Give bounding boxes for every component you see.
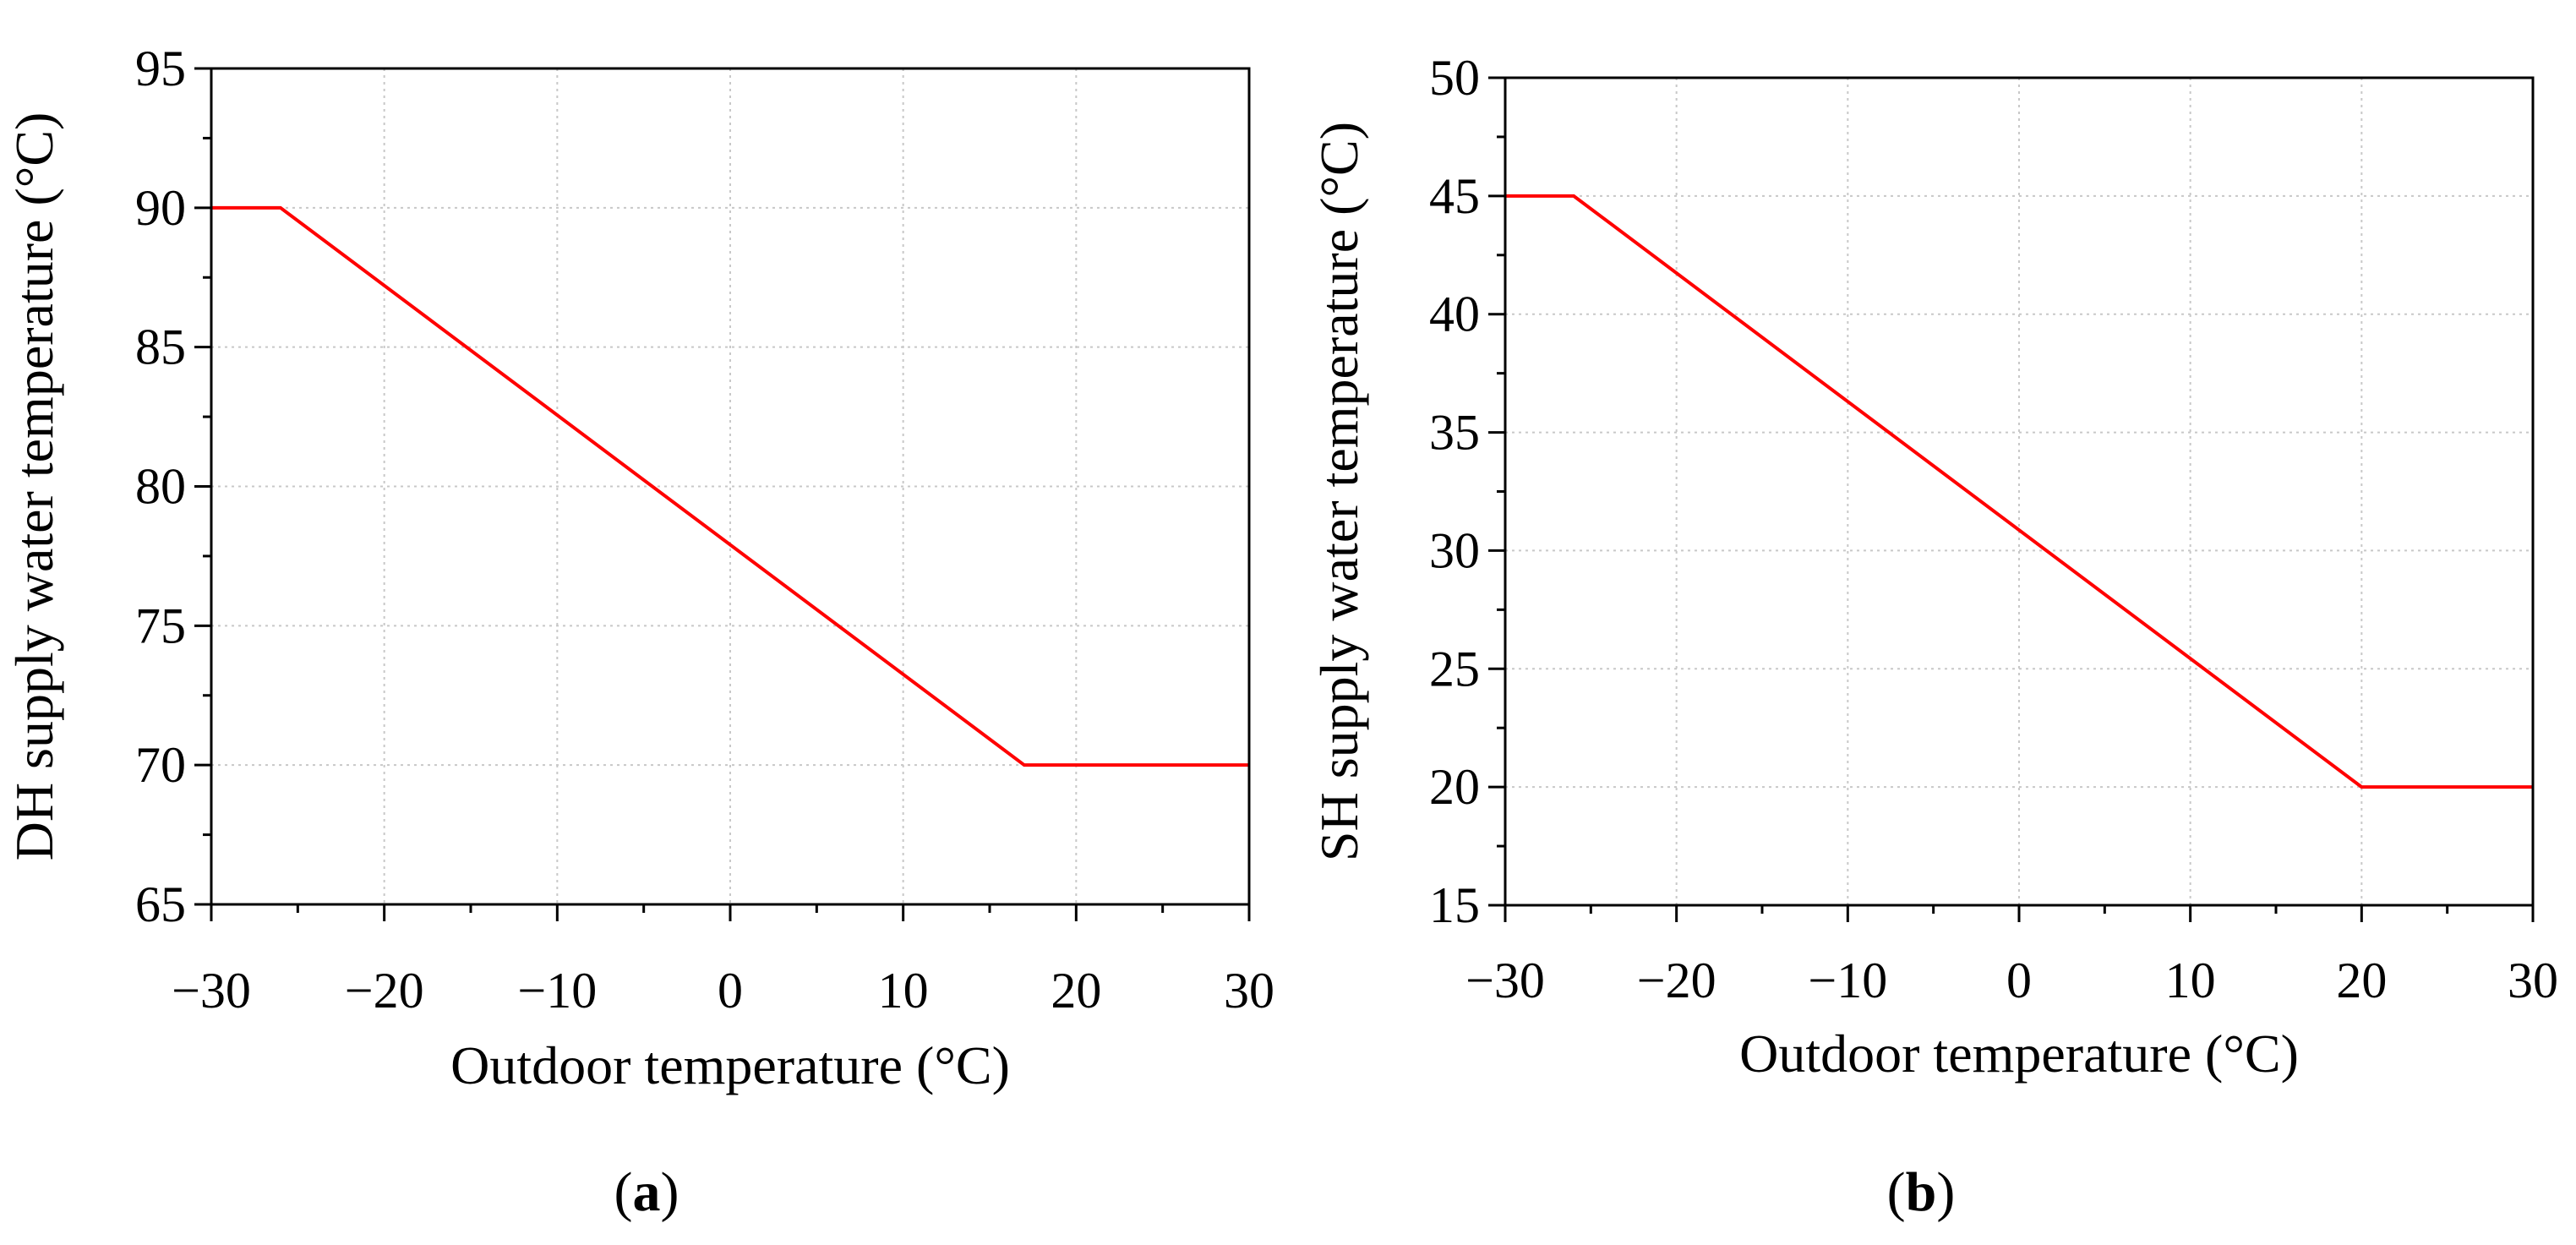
- panel-label-letter: a: [633, 1161, 661, 1223]
- x-tick-label: 10: [878, 963, 929, 1018]
- x-tick-label: 30: [1224, 963, 1274, 1018]
- x-tick-label: −20: [345, 963, 424, 1018]
- y-tick-label: 45: [1429, 168, 1480, 224]
- y-axis-title: SH supply water temperature (°C): [1309, 122, 1369, 861]
- y-tick-label: 90: [135, 180, 186, 236]
- panel-label-open: (: [1887, 1161, 1906, 1223]
- plot-frame: [1504, 76, 2535, 907]
- panel-label: (a): [614, 1161, 679, 1223]
- panel-label: (b): [1887, 1161, 1956, 1223]
- x-tick-label: −10: [517, 963, 597, 1018]
- chart-panel-b: −30 −20 −10 0 10 20 30 15 20 25 30 35 40 45 50 Outdoor …: [1309, 50, 2558, 1223]
- x-tick-label: 20: [1051, 963, 1101, 1018]
- plot-frame: [210, 67, 1251, 906]
- x-tick-label: −10: [1808, 953, 1887, 1008]
- x-tick-label: −30: [1465, 953, 1545, 1008]
- y-tick-label: 40: [1429, 287, 1480, 342]
- x-tick-label: −20: [1637, 953, 1716, 1008]
- x-tick-label: 0: [2006, 953, 2032, 1008]
- panel-label-close: ): [1936, 1161, 1955, 1223]
- y-tick-label: 35: [1429, 405, 1480, 461]
- y-tick-label: 75: [135, 598, 186, 653]
- series-line: [1505, 194, 2533, 789]
- y-tick-label: 15: [1429, 877, 1480, 933]
- y-tick-label: 80: [135, 459, 186, 515]
- panel-label-letter: b: [1906, 1161, 1937, 1223]
- y-tick-label: 85: [135, 319, 186, 375]
- y-tick-label: 30: [1429, 522, 1480, 578]
- y-tick-label: 65: [135, 876, 186, 932]
- y-tick-label: 25: [1429, 641, 1480, 696]
- panel-label-close: ): [661, 1161, 679, 1223]
- x-tick-label: 20: [2336, 953, 2387, 1008]
- x-tick-label: −30: [172, 963, 251, 1018]
- panel-label-open: (: [614, 1161, 633, 1223]
- x-tick-label: 0: [718, 963, 743, 1018]
- y-tick-label: 95: [135, 41, 186, 96]
- y-tick-label: 50: [1429, 50, 1480, 106]
- x-tick-label: 10: [2165, 953, 2216, 1008]
- chart-panel-a: −30 −20 −10 0 10 20 30 65 70 75 80 85 90 95 Outdoor te…: [4, 41, 1274, 1223]
- x-tick-label: 30: [2508, 953, 2558, 1008]
- y-axis-title: DH supply water temperature (°C): [4, 112, 64, 861]
- y-tick-label: 70: [135, 737, 186, 793]
- x-axis-title: Outdoor temperature (°C): [1739, 1024, 2299, 1084]
- y-tick-label: 20: [1429, 759, 1480, 815]
- x-axis-title: Outdoor temperature (°C): [450, 1035, 1010, 1095]
- series-line: [211, 205, 1249, 767]
